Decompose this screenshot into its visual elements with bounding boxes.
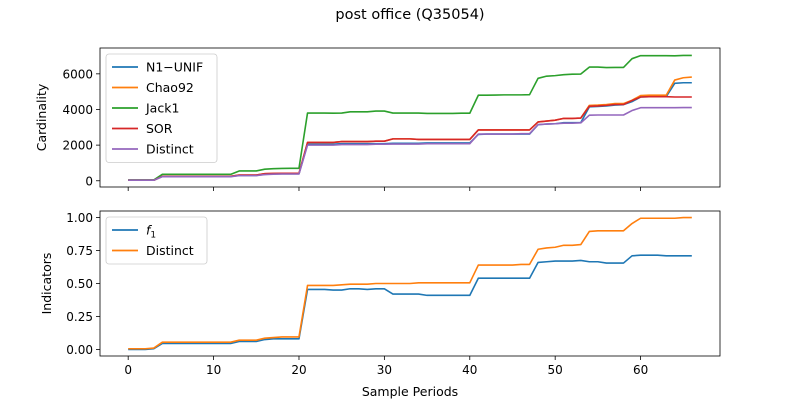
series-line-2-2 — [128, 216, 692, 350]
series-line-1-3 — [128, 54, 692, 181]
legend-label-1-4: SOR — [146, 121, 173, 136]
y-tick-label-1-2: 4000 — [62, 103, 93, 117]
x-tick-label-50: 50 — [548, 363, 563, 377]
y-tick-label-1-1: 2000 — [62, 139, 93, 153]
y-tick-label-2-4: 1.00 — [66, 211, 93, 225]
legend-label-1-5: Distinct — [146, 142, 194, 157]
y-tick-label-2-1: 0.25 — [66, 310, 93, 324]
legend-label-1-1: N1−UNIF — [146, 60, 203, 75]
plot-frame-1 — [99, 47, 721, 188]
figure-title: post office (Q35054) — [335, 7, 484, 23]
y-tick-label-2-2: 0.50 — [66, 277, 93, 291]
x-tick-label-20: 20 — [291, 363, 306, 377]
y-axis-label-2: Indicators — [39, 253, 54, 315]
legend-label-1-2: Chao92 — [146, 80, 194, 95]
y-tick-label-1-3: 6000 — [62, 67, 93, 81]
y-axis-label-1: Cardinality — [34, 83, 49, 151]
legend-2: f1 Distinct — [105, 216, 208, 265]
legend-box-1 — [105, 53, 218, 163]
x-tick-label-30: 30 — [377, 363, 392, 377]
panel-2: 0 10 20 30 40 50 60 0.00 0.25 0.50 0.75 1.00 Indicat… — [39, 210, 721, 377]
x-axis-label: Sample Periods — [362, 384, 458, 399]
legend-label-1-3: Jack1 — [145, 101, 179, 116]
series-line-1-5 — [128, 106, 692, 182]
legend-1: N1−UNIF Chao92 Jack1 SOR Distinct — [105, 53, 218, 163]
y-tick-label-1-0: 0 — [85, 174, 93, 188]
panel-1: 0 2000 4000 6000 Cardinality N1−UNIF Chao92 Jac… — [34, 47, 721, 191]
y-tick-label-2-3: 0.75 — [66, 244, 93, 258]
y-tick-label-2-0: 0.00 — [66, 343, 93, 357]
legend-label-2-1: f1 — [146, 223, 156, 241]
panels: 0 2000 4000 6000 Cardinality N1−UNIF Chao92 Jac… — [34, 47, 721, 377]
x-tick-label-60: 60 — [633, 363, 648, 377]
x-tick-label-0: 0 — [124, 363, 132, 377]
x-tick-label-40: 40 — [462, 363, 477, 377]
series-line-2-1 — [128, 254, 692, 351]
legend-box-2 — [105, 216, 208, 265]
legend-label-2-2: Distinct — [146, 243, 194, 258]
x-tick-label-10: 10 — [206, 363, 221, 377]
